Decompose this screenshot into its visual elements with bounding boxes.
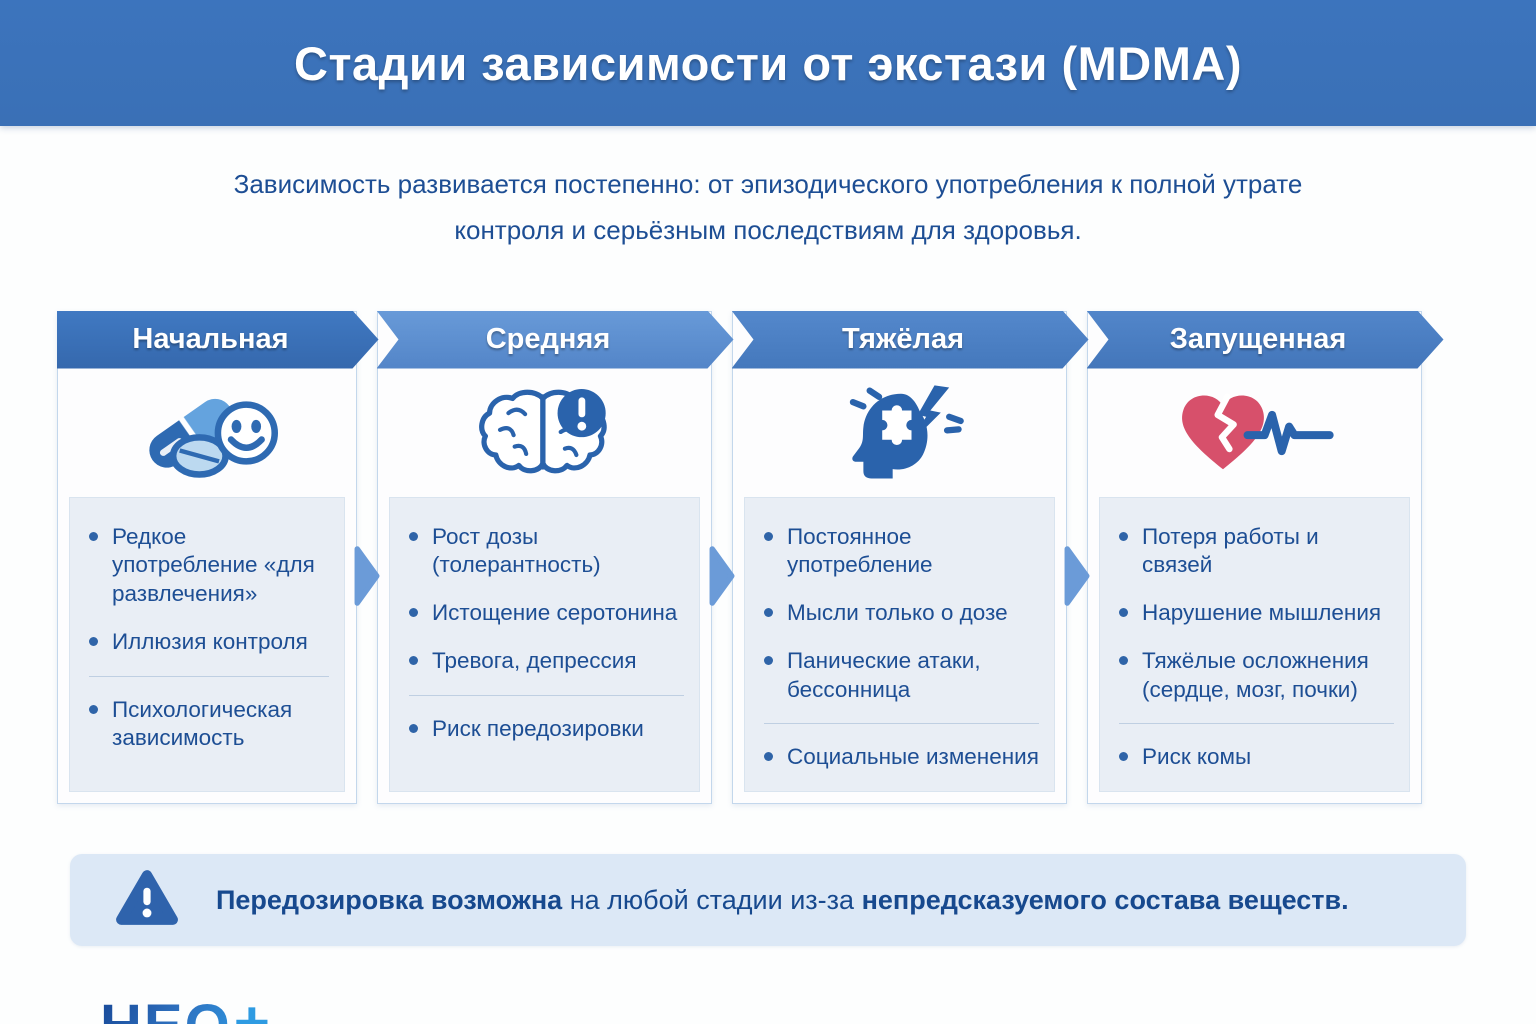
list-item: Риск передозировки [409, 715, 684, 744]
flow-arrow-icon [354, 543, 380, 614]
logo-plus-icon: + [233, 989, 270, 1024]
list-item: Панические атаки, бессонница [764, 647, 1039, 725]
list-item: Рост дозы (толерантность) [409, 523, 684, 581]
bullet-dot [409, 723, 418, 733]
list-item: Иллюзия контроля [89, 628, 329, 677]
stage-name: Начальная [132, 323, 289, 355]
head-puzzle-lightning-icon [733, 369, 1066, 497]
stage-column-initial: Начальная [57, 311, 357, 805]
warning-banner: Передозировка возможна на любой стадии и… [70, 854, 1466, 947]
stage-column-severe: Тяжёлая Постоянное употребление Мысли то… [732, 311, 1067, 805]
stage-list: Редкое употребление «для развлечения» Ил… [89, 523, 329, 754]
bullet-dot [89, 531, 98, 541]
bullet-dot [1119, 608, 1128, 618]
list-item: Тревога, депрессия [409, 647, 684, 696]
list-item: Риск комы [1119, 743, 1394, 772]
flow-arrow-icon [709, 543, 735, 614]
bullet-dot [764, 531, 773, 541]
stage-list-box: Потеря работы и связей Нарушение мышлени… [1099, 496, 1410, 793]
header-bar: Стадии зависимости от экстази (MDMA) [0, 0, 1536, 126]
bullet-dot [1119, 531, 1128, 541]
list-item: Редкое употребление «для развлечения» [89, 523, 329, 609]
stage-list-box: Редкое употребление «для развлечения» Ил… [69, 496, 345, 793]
flow-arrow-icon [1064, 543, 1090, 614]
list-item: Истощение серотонина [409, 599, 684, 628]
stages-grid: Начальная [57, 311, 1422, 805]
list-item: Социальные изменения [764, 743, 1039, 772]
brain-alert-icon [378, 369, 711, 497]
stage-name: Тяжёлая [841, 323, 965, 355]
list-item: Постоянное употребление [764, 523, 1039, 581]
list-item: Мысли только о дозе [764, 599, 1039, 628]
stage-name: Средняя [485, 323, 611, 355]
stage-header: Тяжёлая [732, 311, 1089, 369]
stage-name: Запущенная [1169, 323, 1347, 355]
stage-header: Запущенная [1087, 311, 1444, 369]
list-item: Психологическая зависимость [89, 696, 329, 754]
logo: НЕО + [100, 989, 1536, 1024]
stage-list-box: Рост дозы (толерантность) Истощение серо… [389, 496, 700, 793]
broken-heart-ekg-icon [1088, 369, 1421, 497]
warning-triangle-icon [114, 868, 180, 933]
stage-header: Средняя [377, 311, 734, 369]
bullet-dot [89, 636, 98, 646]
bullet-dot [764, 655, 773, 665]
list-item: Потеря работы и связей [1119, 523, 1394, 581]
stage-list-box: Постоянное употребление Мысли только о д… [744, 496, 1055, 793]
bullet-dot [764, 752, 773, 762]
bullet-dot [1119, 752, 1128, 762]
stage-list: Потеря работы и связей Нарушение мышлени… [1119, 523, 1394, 773]
intro-text: Зависимость развивается постепенно: от э… [233, 169, 1303, 245]
list-item: Нарушение мышления [1119, 599, 1394, 628]
stage-header: Начальная [57, 311, 379, 369]
stage-column-middle: Средняя [377, 311, 712, 805]
bullet-dot [409, 655, 418, 665]
bullet-dot [764, 608, 773, 618]
logo-text: НЕО [100, 992, 232, 1024]
list-item: Тяжёлые осложнения (сердце, мозг, почки) [1119, 647, 1394, 725]
bullet-dot [89, 704, 98, 714]
bullet-dot [409, 608, 418, 618]
bullet-dot [1119, 655, 1128, 665]
stage-list: Постоянное употребление Мысли только о д… [764, 523, 1039, 773]
pills-smiley-icon [58, 369, 356, 497]
stage-column-advanced: Запущенная Потеря работы и связей Наруше… [1087, 311, 1422, 805]
stage-list: Рост дозы (толерантность) Истощение серо… [409, 523, 684, 744]
bullet-dot [409, 531, 418, 541]
warning-text: Передозировка возможна на любой стадии и… [216, 884, 1349, 915]
page-title: Стадии зависимости от экстази (MDMA) [294, 36, 1242, 90]
